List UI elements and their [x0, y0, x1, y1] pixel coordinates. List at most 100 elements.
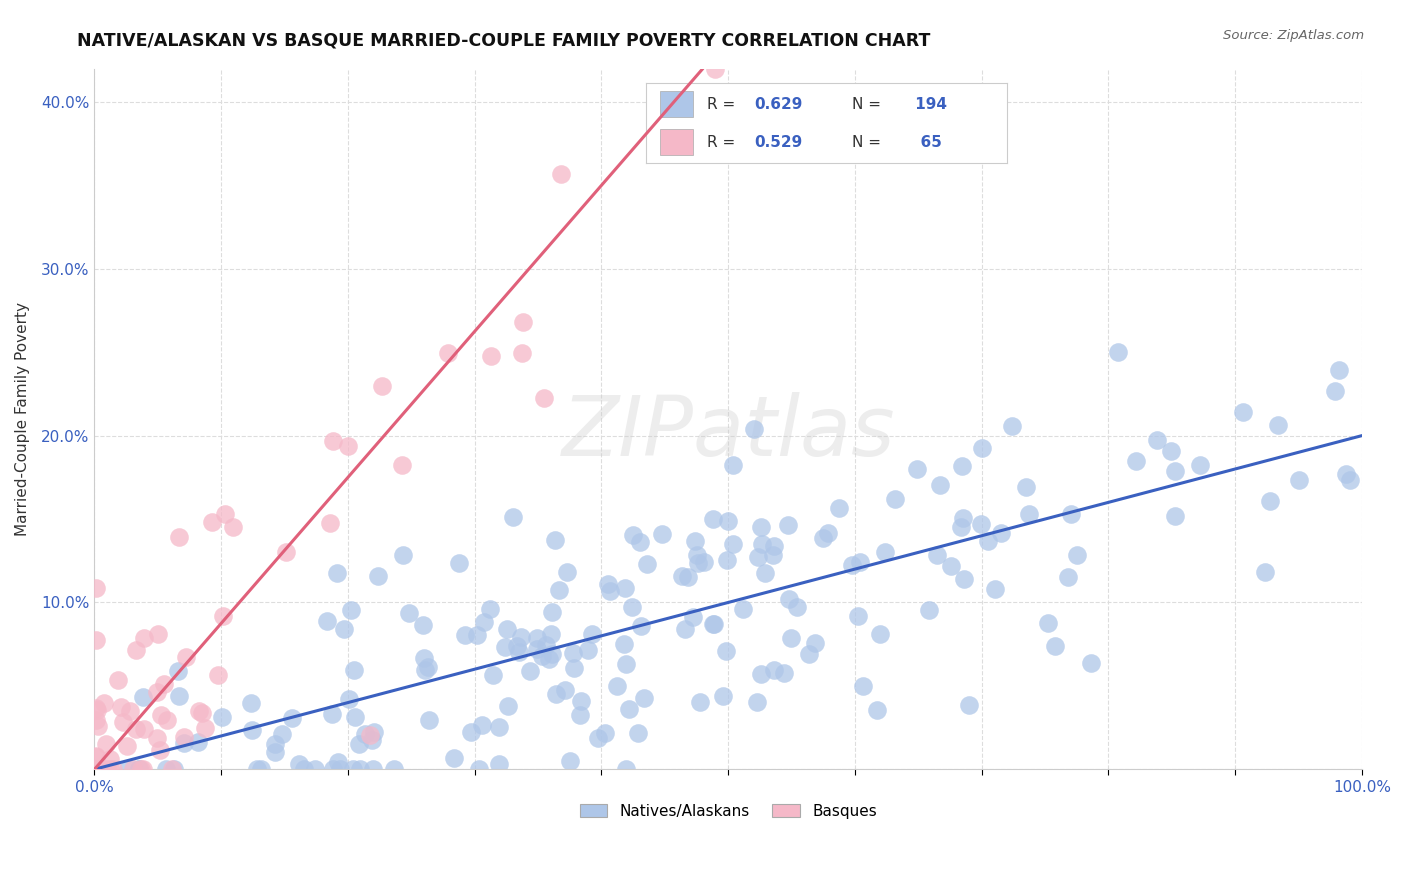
Point: [465, 627, 488, 641]
Point: [716, 553, 738, 567]
Point: [167, 690, 190, 704]
Point: [952, 572, 974, 586]
Point: [328, 762, 350, 776]
Point: [721, 537, 744, 551]
Point: [918, 603, 941, 617]
Point: [339, 603, 361, 617]
Point: [471, 718, 494, 732]
Point: [214, 507, 236, 521]
Point: [970, 516, 993, 531]
Point: [1327, 363, 1350, 377]
Point: [101, 762, 124, 776]
Point: [676, 570, 699, 584]
Point: [950, 458, 973, 473]
Point: [1015, 480, 1038, 494]
Point: [371, 378, 394, 392]
Point: [84, 713, 107, 727]
Point: [1125, 454, 1147, 468]
Point: [614, 762, 637, 776]
Point: [367, 569, 389, 583]
Point: [436, 346, 458, 360]
Point: [560, 755, 582, 769]
Point: [606, 679, 628, 693]
Point: [316, 614, 339, 628]
Point: [1323, 384, 1346, 398]
Point: [538, 651, 561, 665]
Point: [354, 726, 377, 740]
Point: [118, 704, 141, 718]
Point: [828, 501, 851, 516]
Point: [333, 623, 356, 637]
Point: [711, 690, 734, 704]
Point: [621, 527, 644, 541]
Point: [122, 762, 145, 776]
Point: [621, 599, 644, 614]
Point: [96, 737, 118, 751]
Point: [1232, 405, 1254, 419]
Point: [190, 706, 212, 720]
Point: [488, 757, 510, 772]
Point: [398, 606, 420, 620]
Point: [927, 548, 949, 562]
Point: [149, 708, 172, 723]
Point: [194, 721, 217, 735]
Point: [281, 711, 304, 725]
Point: [211, 710, 233, 724]
Point: [773, 666, 796, 681]
Point: [498, 699, 520, 714]
Point: [84, 633, 107, 648]
Point: [970, 441, 993, 455]
Point: [86, 700, 108, 714]
Point: [671, 569, 693, 583]
Point: [156, 713, 179, 727]
Point: [263, 737, 285, 751]
Point: [1164, 508, 1187, 523]
Point: [93, 696, 115, 710]
Point: [292, 762, 315, 776]
Point: [742, 422, 765, 436]
Point: [322, 762, 344, 776]
Point: [779, 632, 801, 646]
Point: [541, 647, 564, 661]
Point: [846, 608, 869, 623]
Point: [98, 762, 121, 776]
Point: [562, 646, 585, 660]
Point: [929, 478, 952, 492]
Point: [636, 557, 658, 571]
Point: [326, 756, 349, 770]
Point: [84, 762, 107, 776]
Point: [495, 622, 517, 636]
Point: [502, 509, 524, 524]
Point: [343, 710, 366, 724]
Point: [167, 530, 190, 544]
Point: [343, 663, 366, 677]
Point: [342, 762, 364, 776]
Point: [749, 520, 772, 534]
Point: [703, 617, 725, 632]
Point: [361, 733, 384, 747]
Point: [222, 520, 245, 534]
Point: [869, 627, 891, 641]
Point: [117, 762, 139, 776]
Point: [508, 645, 530, 659]
Point: [952, 511, 974, 525]
Point: [382, 762, 405, 776]
Point: [187, 735, 209, 749]
Point: [762, 548, 785, 562]
Point: [702, 617, 724, 632]
Point: [321, 706, 343, 721]
Point: [977, 534, 1000, 549]
Point: [512, 315, 534, 329]
Point: [1036, 615, 1059, 630]
Point: [576, 643, 599, 657]
Point: [412, 651, 434, 665]
Point: [651, 526, 673, 541]
Point: [682, 609, 704, 624]
Point: [562, 660, 585, 674]
Point: [481, 668, 503, 682]
Y-axis label: Married-Couple Family Poverty: Married-Couple Family Poverty: [15, 301, 30, 536]
Point: [531, 649, 554, 664]
Point: [533, 391, 555, 405]
Point: [1164, 464, 1187, 478]
Point: [84, 762, 107, 776]
